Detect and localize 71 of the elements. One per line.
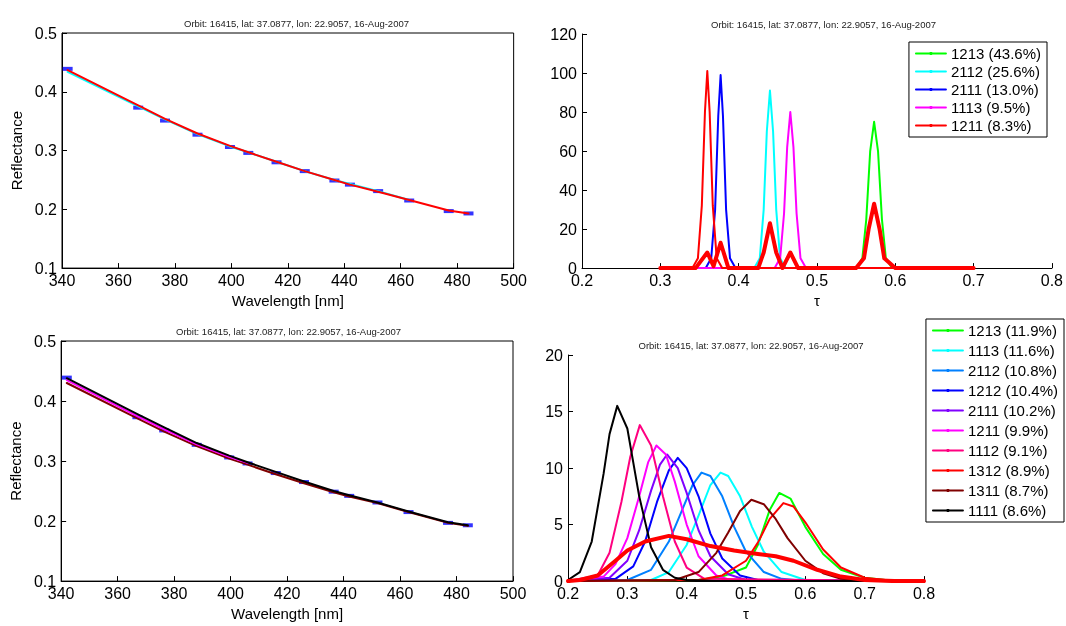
y-tick-label: 0.2 xyxy=(33,512,57,530)
y-tick-label: 0.2 xyxy=(34,200,58,218)
x-tick-label: 0.6 xyxy=(884,271,907,289)
chart-title: Orbit: 16415, lat: 37.0877, lon: 22.9057, 16-Aug-2007 xyxy=(176,325,401,337)
y-tick-label: 0.4 xyxy=(33,392,57,410)
x-tick-label: 0.3 xyxy=(616,584,639,602)
legend-label: 2111 (10.2%) xyxy=(967,402,1056,419)
legend-label: 1112 (9.1%) xyxy=(967,442,1048,459)
x-tick-label: 380 xyxy=(160,584,188,602)
y-tick-label: 0.5 xyxy=(33,332,57,350)
x-tick-label: 480 xyxy=(443,271,471,289)
y-axis-title: Reflectance xyxy=(7,110,25,191)
x-axis-title: Wavelength [nm] xyxy=(231,292,344,309)
legend-label: 1312 (8.9%) xyxy=(967,462,1050,479)
y-tick-label: 0.4 xyxy=(34,83,58,101)
chart-title: Orbit: 16415, lat: 37.0877, lon: 22.9057, 16-Aug-2007 xyxy=(184,17,409,29)
x-tick-label: 0.4 xyxy=(727,271,750,289)
x-tick-label: 440 xyxy=(330,271,358,289)
legend-label: 2111 (13.0%) xyxy=(950,81,1039,98)
y-tick-label: 5 xyxy=(554,516,564,534)
y-tick-label: 20 xyxy=(545,346,564,364)
legend-label: 1211 (8.3%) xyxy=(950,117,1032,134)
x-tick-label: 460 xyxy=(387,271,415,289)
legend-label: 1311 (8.7%) xyxy=(967,482,1049,499)
legend-label: 1212 (10.4%) xyxy=(967,382,1058,399)
x-axis-title: τ xyxy=(743,605,750,622)
x-tick-label: 420 xyxy=(273,584,301,602)
x-tick-label: 0.7 xyxy=(853,584,876,602)
y-tick-label: 15 xyxy=(545,403,564,421)
x-tick-label: 440 xyxy=(330,584,357,602)
legend-label: 1211 (9.9%) xyxy=(967,422,1049,439)
x-tick-label: 480 xyxy=(443,584,470,602)
legend-label: 2112 (10.8%) xyxy=(967,362,1057,379)
x-tick-label: 460 xyxy=(386,584,414,602)
legend-label: 2112 (25.6%) xyxy=(950,63,1040,80)
x-tick-label: 400 xyxy=(218,271,245,289)
x-tick-label: 0.8 xyxy=(912,584,936,602)
y-tick-label: 40 xyxy=(559,181,578,199)
x-tick-label: 380 xyxy=(161,271,189,289)
x-axis-title: Wavelength [nm] xyxy=(231,605,344,622)
y-tick-label: 100 xyxy=(550,64,578,82)
x-tick-label: 0.3 xyxy=(649,271,672,289)
y-tick-label: 80 xyxy=(559,103,578,121)
x-tick-label: 0.8 xyxy=(1040,271,1064,289)
x-tick-label: 360 xyxy=(104,584,132,602)
legend-label: 1213 (11.9%) xyxy=(967,322,1057,339)
y-tick-label: 0.3 xyxy=(34,142,58,160)
x-tick-label: 420 xyxy=(274,271,302,289)
x-axis-title: τ xyxy=(813,292,820,309)
legend-label: 1111 (8.6%) xyxy=(967,502,1047,519)
y-tick-label: 10 xyxy=(545,459,564,477)
y-tick-label: 0.3 xyxy=(33,452,57,470)
legend-label: 1113 (9.5%) xyxy=(950,99,1031,116)
legend-label: 1213 (43.6%) xyxy=(950,45,1041,62)
x-tick-label: 0.4 xyxy=(675,584,698,602)
chart-title: Orbit: 16415, lat: 37.0877, lon: 22.9057, 16-Aug-2007 xyxy=(711,18,936,30)
y-tick-label: 60 xyxy=(559,142,578,160)
x-tick-label: 0.5 xyxy=(805,271,829,289)
y-tick-label: 0.5 xyxy=(34,24,58,42)
y-axis-title: Reflectance xyxy=(7,421,24,501)
x-tick-label: 0.7 xyxy=(962,271,985,289)
legend-label: 1113 (11.6%) xyxy=(967,342,1055,359)
x-tick-label: 0.5 xyxy=(734,584,758,602)
x-tick-label: 0.6 xyxy=(794,584,817,602)
chart-title: Orbit: 16415, lat: 37.0877, lon: 22.9057, 16-Aug-2007 xyxy=(638,339,864,351)
y-tick-label: 120 xyxy=(550,25,578,43)
x-tick-label: 500 xyxy=(500,271,528,289)
y-tick-label: 20 xyxy=(559,220,578,238)
x-tick-label: 400 xyxy=(217,584,245,602)
x-tick-label: 500 xyxy=(499,584,527,602)
x-tick-label: 360 xyxy=(105,271,132,289)
